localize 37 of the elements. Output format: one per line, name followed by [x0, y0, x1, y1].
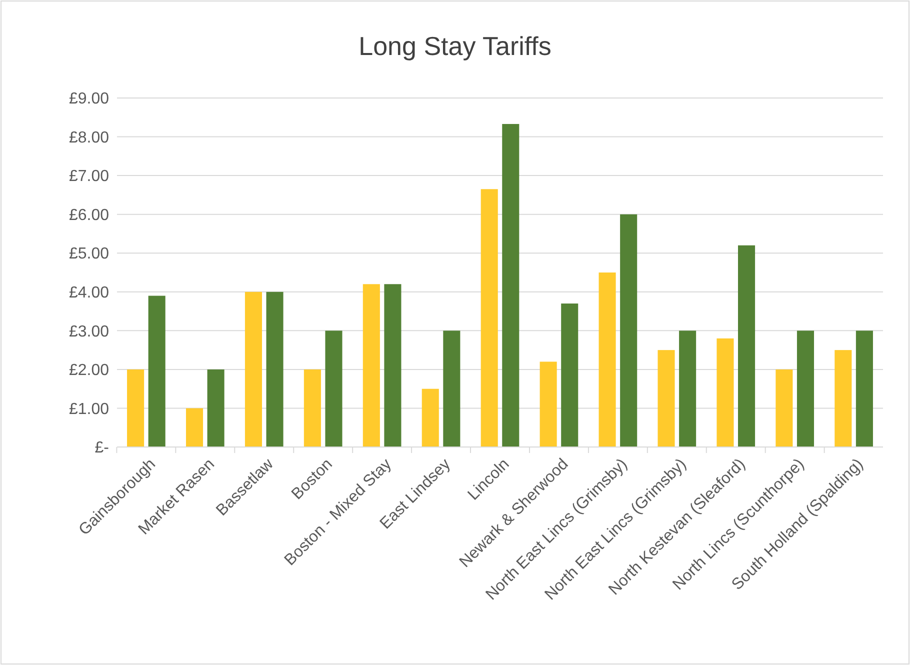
y-tick-label: £5.00: [68, 246, 110, 263]
bar: [304, 369, 321, 447]
bar: [776, 369, 793, 447]
y-tick-label: £2.00: [68, 362, 110, 380]
y-tick-label: £-: [94, 440, 109, 457]
bar: [422, 388, 439, 447]
y-tick-label: £7.00: [68, 168, 110, 186]
bar: [186, 408, 204, 447]
y-tick-label: £4.00: [68, 284, 110, 302]
bar: [207, 369, 224, 447]
bar: [620, 214, 638, 447]
bar: [738, 245, 756, 447]
bar: [325, 330, 342, 447]
y-tick-label: £1.00: [68, 400, 110, 418]
bar: [598, 272, 616, 447]
bar: [502, 124, 520, 447]
bar: [561, 304, 578, 447]
bar: [148, 296, 166, 447]
y-tick-label: £3.00: [68, 323, 110, 340]
bar: [658, 350, 675, 447]
bar: [716, 338, 734, 447]
y-tick-label: £9.00: [68, 90, 110, 108]
bar: [362, 284, 380, 447]
bar: [856, 330, 873, 447]
chart-title: Long Stay Tariffs: [358, 31, 552, 61]
bar: [127, 369, 144, 447]
y-tick-label: £8.00: [68, 129, 110, 146]
bar: [679, 330, 696, 447]
bar: [480, 189, 498, 447]
bar: [443, 330, 460, 447]
bar: [540, 362, 557, 447]
bar: [384, 284, 402, 447]
y-tick-label: £6.00: [68, 206, 110, 224]
bar: [244, 292, 262, 447]
bar: [796, 330, 814, 447]
bar: [834, 350, 852, 447]
bar: [266, 292, 284, 447]
